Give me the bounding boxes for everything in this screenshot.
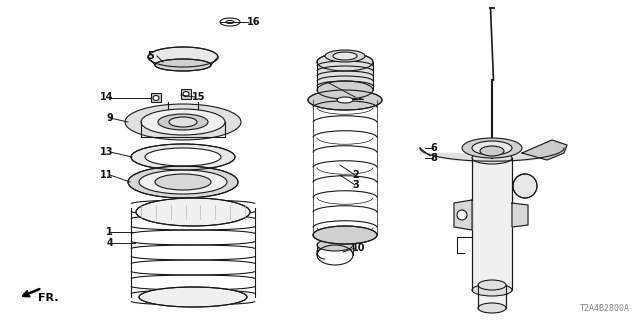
Text: 3: 3 [352, 180, 359, 190]
Ellipse shape [472, 141, 512, 155]
Ellipse shape [478, 280, 506, 290]
Ellipse shape [139, 170, 227, 194]
Text: 9: 9 [106, 113, 113, 123]
Ellipse shape [183, 92, 189, 97]
Ellipse shape [155, 59, 211, 71]
Ellipse shape [313, 226, 377, 244]
Ellipse shape [333, 52, 357, 60]
Text: 6: 6 [430, 143, 436, 153]
Ellipse shape [462, 138, 522, 158]
Ellipse shape [317, 81, 373, 99]
Ellipse shape [145, 148, 221, 166]
Text: 15: 15 [192, 92, 205, 102]
Ellipse shape [478, 303, 506, 313]
Ellipse shape [158, 114, 208, 130]
Ellipse shape [317, 53, 373, 71]
Text: 2: 2 [352, 170, 359, 180]
Ellipse shape [317, 239, 353, 251]
Ellipse shape [169, 117, 197, 127]
Text: 1: 1 [106, 227, 113, 237]
Bar [472, 158, 512, 290]
Text: 11: 11 [99, 170, 113, 180]
Text: 8: 8 [430, 153, 437, 163]
Ellipse shape [325, 50, 365, 62]
Ellipse shape [220, 18, 240, 26]
Bar [181, 89, 191, 99]
Ellipse shape [125, 104, 241, 140]
Ellipse shape [480, 146, 504, 156]
Ellipse shape [148, 47, 218, 67]
Text: 12: 12 [352, 92, 365, 102]
Bar [151, 93, 161, 102]
Ellipse shape [226, 20, 234, 23]
Polygon shape [454, 200, 472, 230]
Text: 4: 4 [106, 238, 113, 248]
Ellipse shape [472, 152, 512, 164]
Bar [317, 62, 373, 90]
Polygon shape [512, 203, 528, 227]
Ellipse shape [141, 109, 225, 135]
Text: 14: 14 [99, 92, 113, 102]
Bar [478, 285, 506, 308]
Ellipse shape [136, 198, 250, 226]
Ellipse shape [131, 144, 235, 170]
Ellipse shape [337, 97, 353, 103]
Ellipse shape [472, 284, 512, 296]
Ellipse shape [513, 174, 537, 198]
Ellipse shape [139, 287, 247, 307]
Text: FR.: FR. [38, 293, 58, 303]
Text: 13: 13 [99, 147, 113, 157]
Text: 10: 10 [352, 243, 365, 253]
Text: 5: 5 [147, 51, 154, 61]
Ellipse shape [155, 174, 211, 190]
Ellipse shape [128, 166, 238, 198]
Polygon shape [522, 140, 567, 160]
Ellipse shape [153, 95, 159, 100]
Text: T2A4B2800A: T2A4B2800A [580, 304, 630, 313]
Text: 16: 16 [247, 17, 260, 27]
Ellipse shape [308, 90, 382, 110]
Ellipse shape [457, 210, 467, 220]
